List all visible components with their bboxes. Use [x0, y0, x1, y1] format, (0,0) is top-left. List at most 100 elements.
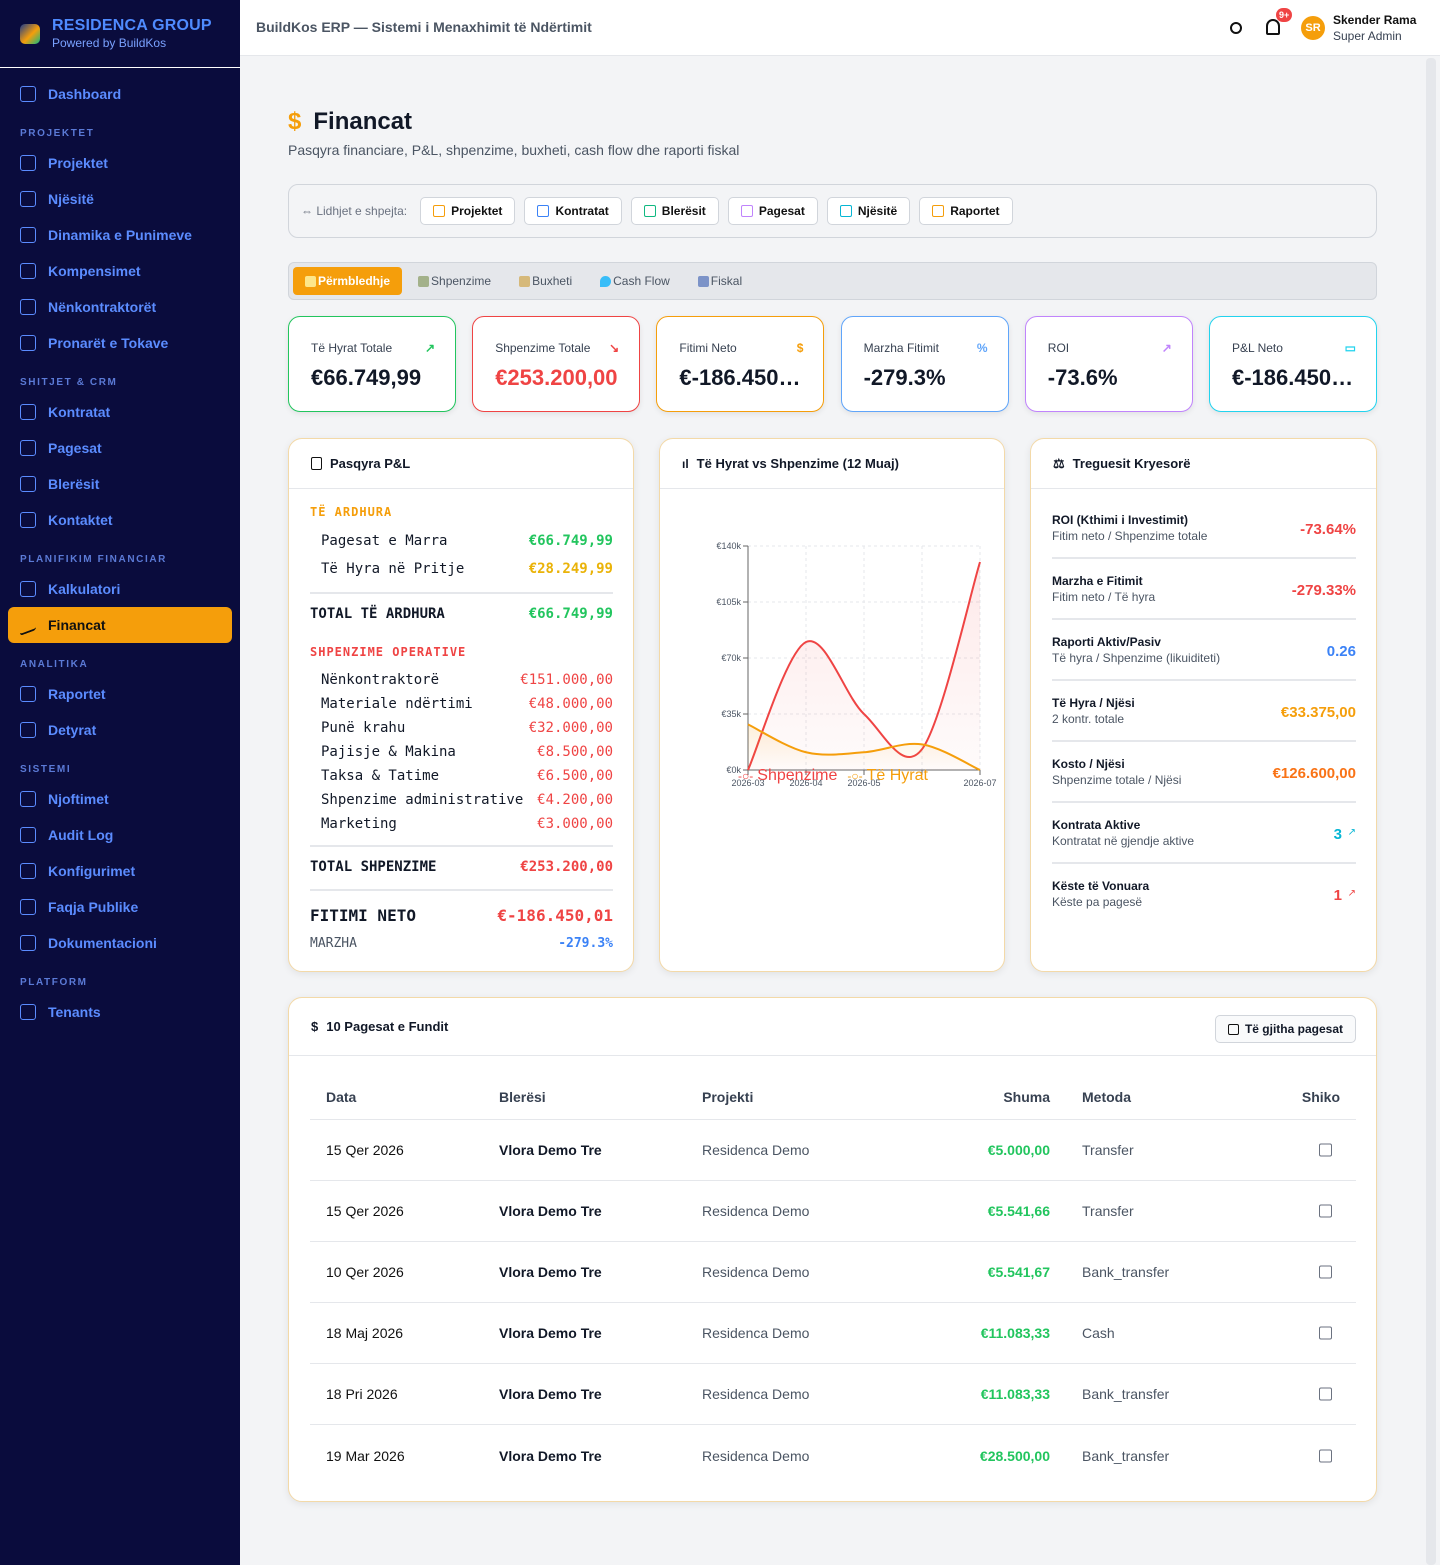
- tab-shpenzime[interactable]: Shpenzime: [406, 267, 503, 295]
- external-link-icon[interactable]: ↗: [1347, 888, 1356, 899]
- indicator-row: Kontrata Aktive Kontratat në gjendje akti…: [1052, 812, 1356, 864]
- sidebar-item-audit-log[interactable]: Audit Log: [0, 817, 232, 853]
- col-buyer[interactable]: Blerësi: [499, 1088, 546, 1105]
- external-link-icon[interactable]: [1319, 1265, 1332, 1279]
- net-profit-label: FITIMI NETO: [310, 906, 416, 925]
- sidebar-item-kontaktet[interactable]: Kontaktet: [0, 502, 232, 538]
- brand[interactable]: RESIDENCA GROUP Powered by BuildKos: [0, 0, 240, 68]
- payment-buyer[interactable]: Vlora Demo Tre: [499, 1264, 602, 1280]
- kpi-card-fitimi-neto[interactable]: Fitimi Neto €-186.450,01 $: [656, 316, 825, 412]
- income-section-title: TË ARDHURA: [310, 505, 393, 519]
- sidebar-section-title: SISTEMI: [20, 764, 72, 775]
- indicator-value[interactable]: 3: [1333, 826, 1342, 843]
- sidebar-item-kontratat[interactable]: Kontratat: [0, 394, 232, 430]
- payment-date: 19 Mar 2026: [326, 1447, 405, 1464]
- indicator-sub: Kontratat në gjendje aktive: [1052, 834, 1195, 848]
- sliders-icon: [20, 863, 36, 879]
- external-link-icon[interactable]: [1319, 1449, 1332, 1462]
- hammer-icon: [20, 299, 36, 315]
- dollar-icon: $: [288, 108, 302, 135]
- table-row[interactable]: 15 Qer 2026 Vlora Demo Tre Residenca Demo €…: [310, 1120, 1356, 1181]
- col-date[interactable]: Data: [326, 1088, 357, 1105]
- table-row[interactable]: 19 Mar 2026 Vlora Demo Tre Residenca Demo €…: [310, 1425, 1356, 1486]
- sidebar-item-raportet[interactable]: Raportet: [0, 676, 232, 712]
- quick-link-kontratat[interactable]: Kontratat: [524, 197, 622, 225]
- avatar[interactable]: SR: [1301, 16, 1325, 40]
- numbers-icon: [697, 275, 709, 287]
- kpi-card-roi[interactable]: ROI -73.6% ↗: [1024, 316, 1193, 412]
- sun-icon[interactable]: [1230, 22, 1242, 34]
- quick-link-nje-site[interactable]: Njësitë: [826, 197, 911, 225]
- sidebar-item-njoftimet[interactable]: Njoftimet: [0, 781, 232, 817]
- sidebar-item-nje-site[interactable]: Njësitë: [0, 181, 232, 217]
- kpi-card-p-l-neto[interactable]: P&L Neto €-186.450,01 ▭: [1209, 316, 1377, 412]
- table-row[interactable]: 15 Qer 2026 Vlora Demo Tre Residenca Demo €…: [310, 1181, 1356, 1242]
- payment-buyer[interactable]: Vlora Demo Tre: [499, 1203, 602, 1219]
- tab-cash-flow[interactable]: Cash Flow: [588, 267, 682, 295]
- scrollbar[interactable]: [1426, 58, 1436, 1565]
- sidebar-item-blere-sit[interactable]: Blerësit: [0, 466, 232, 502]
- kpi-card-marzha-fitimit[interactable]: Marzha Fitimit -279.3%%: [840, 316, 1009, 412]
- external-link-icon[interactable]: ↗: [1347, 827, 1356, 838]
- external-link-icon[interactable]: [1319, 1143, 1332, 1157]
- sidebar-item-dokumentacioni[interactable]: Dokumentacioni: [0, 925, 232, 961]
- legend-item-te-hyrat[interactable]: -○- Të Hyrat: [847, 767, 928, 785]
- col-amount[interactable]: Shuma: [1003, 1088, 1050, 1105]
- external-link-icon[interactable]: [1319, 1326, 1332, 1340]
- sidebar-item-ne-nkontraktore-t[interactable]: Nënkontraktorët: [0, 289, 232, 325]
- indicators-card: ⚖ Treguesit Kryesorë ROI (Kthimi i Invest…: [1030, 438, 1377, 972]
- trending-up-icon: [20, 614, 36, 636]
- payment-buyer[interactable]: Vlora Demo Tre: [499, 1325, 602, 1341]
- percent-icon: %: [976, 341, 988, 355]
- tab-label: Cash Flow: [613, 274, 670, 288]
- hard-hat-icon: [20, 227, 36, 243]
- sidebar-item-faqja-publike[interactable]: Faqja Publike: [0, 889, 232, 925]
- legend-item-shpenzime[interactable]: -○- Shpenzime: [738, 767, 837, 785]
- indicator-value: €33.375,00: [1280, 704, 1356, 721]
- all-payments-button[interactable]: Të gjitha pagesat: [1214, 1015, 1356, 1043]
- sidebar-item-kompensimet[interactable]: Kompensimet: [0, 253, 232, 289]
- margin-value: -279.3%: [558, 936, 613, 951]
- sidebar-item-pronare-t-e-tokave[interactable]: Pronarët e Tokave: [0, 325, 232, 361]
- col-project[interactable]: Projekti: [702, 1088, 754, 1105]
- kpi-value: €66.749,99: [311, 365, 422, 390]
- tab-fiskal[interactable]: Fiskal: [686, 267, 754, 295]
- quick-link-pagesat[interactable]: Pagesat: [727, 197, 818, 225]
- payment-buyer[interactable]: Vlora Demo Tre: [499, 1142, 602, 1158]
- pl-row-value: €4.200,00: [537, 792, 613, 808]
- tab-pe-rmbledhje[interactable]: Përmbledhje: [293, 267, 403, 295]
- income-expense-chart[interactable]: €0k €35k €70k €105k €140k 2026-03 2026-04 2026-…: [660, 494, 1006, 814]
- sidebar-item-tenants[interactable]: Tenants: [0, 994, 232, 1030]
- payment-project: Residenca Demo: [702, 1325, 810, 1341]
- brand-name: RESIDENCA GROUP: [52, 17, 212, 34]
- indicator-row: Raporti Aktiv/Pasiv Të hyra / Shpenzime (…: [1052, 629, 1356, 681]
- sidebar-item-financat[interactable]: Financat: [8, 607, 232, 643]
- user-name[interactable]: Skender Rama: [1333, 13, 1417, 27]
- sidebar-item-dashboard[interactable]: Dashboard: [0, 76, 232, 112]
- external-link-icon[interactable]: [1319, 1204, 1332, 1218]
- kpi-card-te-hyrat-totale[interactable]: Të Hyrat Totale €66.749,99 ↗: [288, 316, 456, 412]
- table-row[interactable]: 18 Pri 2026 Vlora Demo Tre Residenca Demo €…: [310, 1364, 1356, 1425]
- pl-row-label: Nënkontraktorë: [321, 672, 440, 688]
- table-row[interactable]: 10 Qer 2026 Vlora Demo Tre Residenca Demo €…: [310, 1242, 1356, 1303]
- bell-icon[interactable]: [1266, 19, 1280, 35]
- sidebar-item-dinamika-e-punimeve[interactable]: Dinamika e Punimeve: [0, 217, 232, 253]
- quick-link-blere-sit[interactable]: Blerësit: [630, 197, 719, 225]
- sidebar-item-detyrat[interactable]: Detyrat: [0, 712, 232, 748]
- col-method[interactable]: Metoda: [1082, 1088, 1131, 1105]
- tab-buxheti[interactable]: Buxheti: [507, 267, 584, 295]
- payment-buyer[interactable]: Vlora Demo Tre: [499, 1447, 602, 1464]
- table-row[interactable]: 18 Maj 2026 Vlora Demo Tre Residenca Demo €…: [310, 1303, 1356, 1364]
- sidebar-item-konfigurimet[interactable]: Konfigurimet: [0, 853, 232, 889]
- sidebar-item-projektet[interactable]: Projektet: [0, 145, 232, 181]
- sidebar-item-pagesat[interactable]: Pagesat: [0, 430, 232, 466]
- quick-link-raportet[interactable]: Raportet: [919, 197, 1013, 225]
- external-link-icon[interactable]: [1319, 1387, 1332, 1401]
- quick-link-projektet[interactable]: Projektet: [420, 197, 516, 225]
- pl-row-label: Pajisje & Makina: [321, 744, 456, 760]
- indicator-value[interactable]: 1: [1333, 887, 1342, 904]
- payment-buyer[interactable]: Vlora Demo Tre: [499, 1386, 602, 1402]
- sidebar-item-kalkulatori[interactable]: Kalkulatori: [0, 571, 232, 607]
- pl-row: Shpenzime administrative €4.200,00: [321, 792, 613, 808]
- kpi-card-shpenzime-totale[interactable]: Shpenzime Totale €253.200,00 ↘: [472, 316, 641, 412]
